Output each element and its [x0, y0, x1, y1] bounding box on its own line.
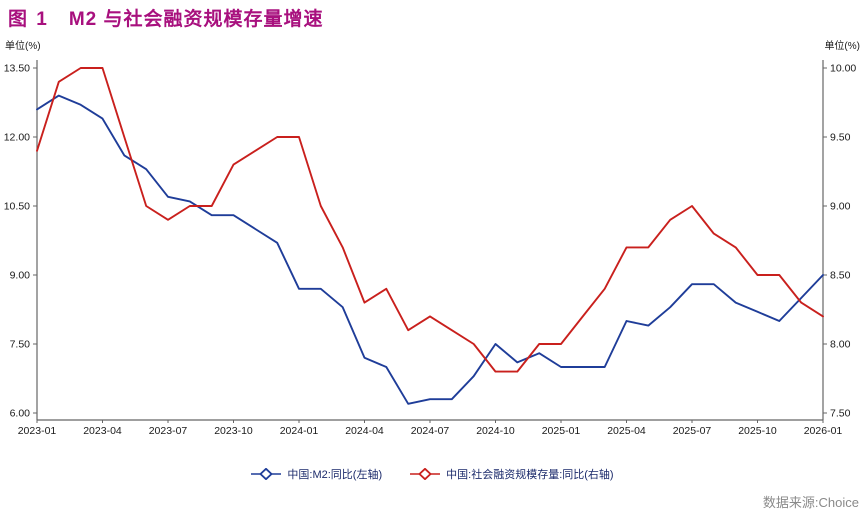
left-axis-tick-label: 13.50: [4, 63, 30, 75]
right-axis-tick-label: 8.50: [830, 270, 851, 282]
m2-line-diamond-marker-icon: [251, 468, 282, 480]
figure-label: 图 1: [8, 9, 49, 30]
x-axis-tick-label: 2024-10: [476, 425, 515, 437]
x-axis-tick-label: 2023-10: [214, 425, 253, 437]
legend-item-m2: 中国:M2:同比(左轴): [251, 466, 382, 482]
series-line-tsf: [36, 67, 824, 373]
x-axis-tick-label: 2023-04: [83, 425, 122, 437]
left-axis-tick-label: 12.00: [4, 132, 30, 144]
x-axis-tick-label: 2023-01: [18, 425, 57, 437]
right-axis-unit: 单位(%): [824, 39, 860, 52]
line-chart: 单位(%) 单位(%) 13.5012.0010.509.007.506.001…: [4, 39, 860, 437]
left-axis-tick-label: 9.00: [10, 270, 31, 282]
x-axis-tick-label: 2023-07: [149, 425, 188, 437]
right-axis-tick-label: 9.00: [830, 201, 851, 213]
left-axis-tick-label: 10.50: [4, 201, 30, 213]
legend-label-m2: 中国:M2:同比(左轴): [287, 469, 383, 481]
x-axis-tick-label: 2025-10: [738, 425, 777, 437]
page-title: 图 1 M2 与社会融资规模存量增速: [8, 4, 324, 31]
legend-item-tsf: 中国:社会融资规模存量:同比(右轴): [410, 466, 614, 482]
left-axis-tick-label: 6.00: [10, 408, 31, 420]
right-axis-tick-label: 9.50: [830, 132, 851, 144]
right-axis-tick-label: 10.00: [830, 63, 856, 75]
left-axis-unit: 单位(%): [5, 39, 41, 52]
right-axis-tick-label: 7.50: [830, 408, 851, 420]
x-axis-tick-label: 2025-04: [607, 425, 646, 437]
legend-label-tsf: 中国:社会融资规模存量:同比(右轴): [446, 469, 614, 481]
x-axis-tick-label: 2024-04: [345, 425, 384, 437]
x-axis-tick-label: 2026-01: [804, 425, 843, 437]
chart-series: [36, 67, 824, 405]
x-axis-tick-label: 2024-07: [411, 425, 450, 437]
tsf-line-diamond-marker-icon: [410, 468, 441, 480]
x-axis-tick-label: 2024-01: [280, 425, 319, 437]
right-axis-tick-label: 8.00: [830, 339, 851, 351]
x-axis-tick-label: 2025-01: [542, 425, 581, 437]
x-axis-tick-label: 2025-07: [673, 425, 712, 437]
series-line-m2: [36, 94, 824, 405]
left-axis-tick-label: 7.50: [10, 339, 31, 351]
data-source: 数据来源:Choice: [762, 495, 859, 510]
chart-legend: 中国:M2:同比(左轴) 中国:社会融资规模存量:同比(右轴): [0, 466, 865, 482]
figure-title-text: M2 与社会融资规模存量增速: [68, 9, 324, 30]
chart-axes: 13.50 12.00 10.50 9.00 7.50 6.00 10.00 9.50 9.00…: [4, 60, 856, 437]
